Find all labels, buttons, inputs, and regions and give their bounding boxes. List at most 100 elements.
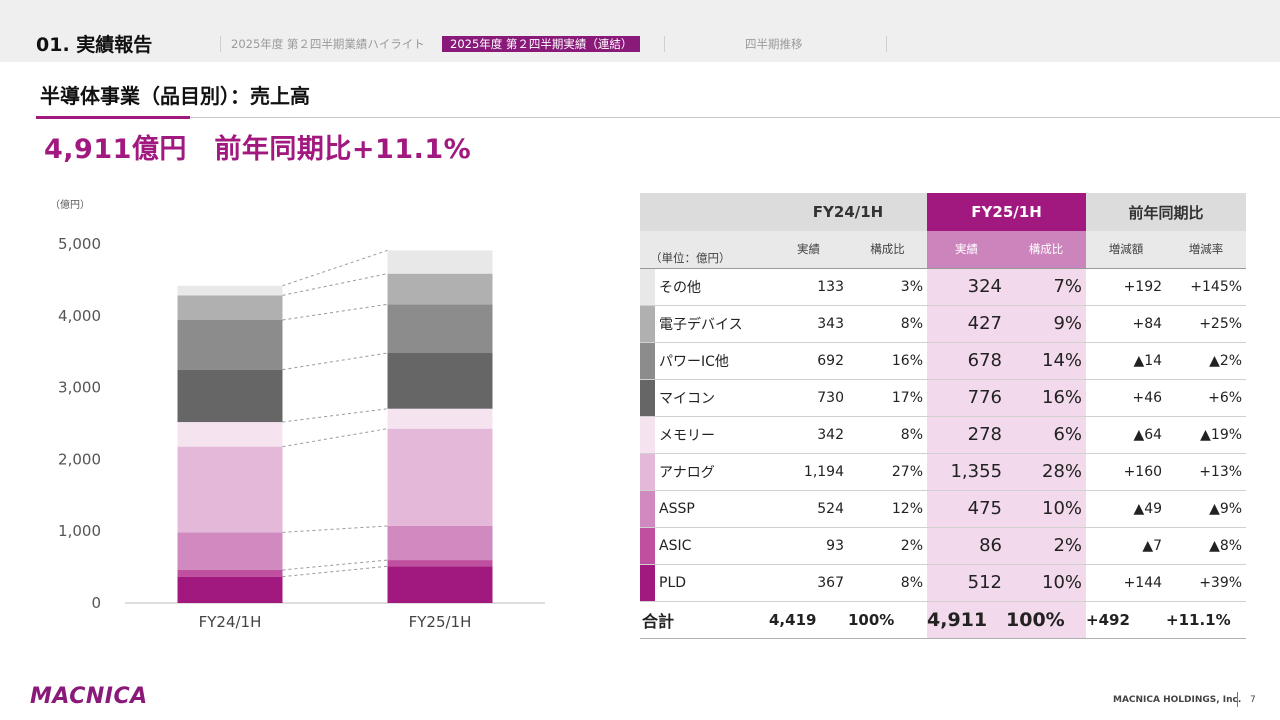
actual-fy25: 86: [927, 527, 1007, 565]
row-category: ASSP: [655, 490, 769, 528]
actual-fy25: 324: [927, 268, 1007, 306]
row-category: パワーIC他: [655, 342, 769, 380]
yoy-rate: ▲2%: [1166, 342, 1247, 380]
title-rule: [36, 117, 1280, 118]
table-row: マイコン 730 17% 776 16% +46 +6%: [640, 379, 1247, 417]
share-fy24: 12%: [848, 490, 928, 528]
yoy-diff: +160: [1086, 453, 1167, 491]
section-title: 01. 実績報告: [36, 34, 153, 56]
row-category: アナログ: [655, 453, 769, 491]
nav-tab-highlight[interactable]: 2025年度 第２四半期業績ハイライト: [220, 36, 425, 52]
page-number: 7: [1250, 695, 1256, 705]
actual-fy25: 776: [927, 379, 1007, 417]
total-actual-fy24: 4,419: [769, 601, 848, 639]
bar-segment-アナログ: [177, 446, 283, 533]
table-row: ASIC 93 2% 86 2% ▲7 ▲8%: [640, 527, 1247, 565]
legend-swatch: [640, 268, 655, 306]
actual-fy25: 278: [927, 416, 1007, 454]
legend-swatch: [640, 490, 655, 528]
share-fy24: 8%: [848, 416, 928, 454]
unit-label: （単位：億円）: [640, 231, 769, 269]
y-tick-label: 5,000: [58, 235, 101, 253]
yoy-diff: ▲49: [1086, 490, 1167, 528]
bar-segment-マイコン: [387, 352, 493, 409]
footer-divider: [1237, 692, 1238, 707]
bar-segment-PLD: [387, 566, 493, 603]
total-actual-fy25: 4,911: [927, 601, 1007, 639]
actual-fy24: 343: [769, 305, 848, 343]
share-fy25: 28%: [1006, 453, 1087, 491]
connector-line: [282, 428, 388, 448]
yoy-diff: ▲14: [1086, 342, 1167, 380]
share-fy25: 9%: [1006, 305, 1087, 343]
y-axis-unit: （億円）: [50, 198, 90, 211]
sales-table: FY24/1H FY25/1H 前年同期比 （単位：億円） 実績 構成比 実績 …: [640, 193, 1247, 639]
yoy-rate: ▲8%: [1166, 527, 1247, 565]
actual-fy24: 730: [769, 379, 848, 417]
total-yoy-rate: +11.1%: [1166, 601, 1247, 639]
row-category: 電子デバイス: [655, 305, 769, 343]
actual-fy24: 1,194: [769, 453, 848, 491]
actual-fy24: 342: [769, 416, 848, 454]
table-row: ASSP 524 12% 475 10% ▲49 ▲9%: [640, 490, 1247, 528]
share-fy25: 7%: [1006, 268, 1087, 306]
actual-fy25: 427: [927, 305, 1007, 343]
bar-segment-メモリー: [387, 408, 493, 429]
nav-divider: [886, 36, 887, 52]
page-subtitle: 半導体事業（品目別）：売上高: [40, 84, 310, 108]
connector-line: [282, 565, 388, 578]
share-fy25: 10%: [1006, 490, 1087, 528]
table-row: 電子デバイス 343 8% 427 9% +84 +25%: [640, 305, 1247, 343]
subheader-actual-24: 実績: [769, 231, 848, 269]
connector-line: [282, 249, 388, 287]
bar-segment-ASIC: [177, 569, 283, 577]
connector-line: [282, 303, 388, 321]
x-category-label: FY25/1H: [409, 613, 472, 631]
stacked-bar-chart: （億円） 0 1,000 2,000 3,000 4,000 5,000 FY24/1H FY2…: [50, 198, 545, 631]
yoy-diff: +84: [1086, 305, 1167, 343]
table-row: パワーIC他 692 16% 678 14% ▲14 ▲2%: [640, 342, 1247, 380]
total-share-fy24: 100%: [848, 601, 928, 639]
header-yoy: 前年同期比: [1086, 193, 1247, 231]
share-fy25: 2%: [1006, 527, 1087, 565]
nav-tab-results-consolidated[interactable]: 2025年度 第２四半期実績（連結）: [442, 36, 641, 52]
connector-line: [282, 559, 388, 571]
yoy-diff: ▲64: [1086, 416, 1167, 454]
header-fy25: FY25/1H: [927, 193, 1087, 231]
actual-fy24: 133: [769, 268, 848, 306]
bar-segment-アナログ: [387, 428, 493, 526]
table-row: PLD 367 8% 512 10% +144 +39%: [640, 564, 1247, 602]
subheader-share-24: 構成比: [848, 231, 928, 269]
bar-segment-PLD: [177, 576, 283, 603]
bar-segment-その他: [387, 250, 493, 274]
table-row: その他 133 3% 324 7% +192 +145%: [640, 268, 1247, 306]
nav-tab-quarterly-trend[interactable]: 四半期推移: [664, 36, 803, 52]
title-rule-accent: [36, 116, 190, 119]
yoy-diff: +46: [1086, 379, 1167, 417]
row-category: PLD: [655, 564, 769, 602]
bar-segment-電子デバイス: [387, 273, 493, 305]
subheader-actual-25: 実績: [927, 231, 1007, 269]
legend-swatch: [640, 416, 655, 454]
connector-line: [282, 352, 388, 371]
bar-segment-ASSP: [387, 525, 493, 561]
actual-fy25: 512: [927, 564, 1007, 602]
total-label: 合計: [640, 601, 769, 639]
y-tick-label: 1,000: [58, 522, 101, 540]
subheader-share-25: 構成比: [1006, 231, 1087, 269]
legend-swatch: [640, 453, 655, 491]
bar-segment-パワーIC他: [387, 304, 493, 353]
bar-segment-マイコン: [177, 369, 283, 423]
share-fy24: 17%: [848, 379, 928, 417]
row-category: その他: [655, 268, 769, 306]
yoy-rate: +25%: [1166, 305, 1247, 343]
bar-segment-その他: [177, 285, 283, 296]
share-fy24: 2%: [848, 527, 928, 565]
actual-fy24: 692: [769, 342, 848, 380]
actual-fy24: 524: [769, 490, 848, 528]
yoy-rate: ▲19%: [1166, 416, 1247, 454]
connector-line: [282, 525, 388, 533]
yoy-diff: +192: [1086, 268, 1167, 306]
headline-sales: 4,911億円 前年同期比+11.1%: [44, 134, 472, 165]
row-category: メモリー: [655, 416, 769, 454]
